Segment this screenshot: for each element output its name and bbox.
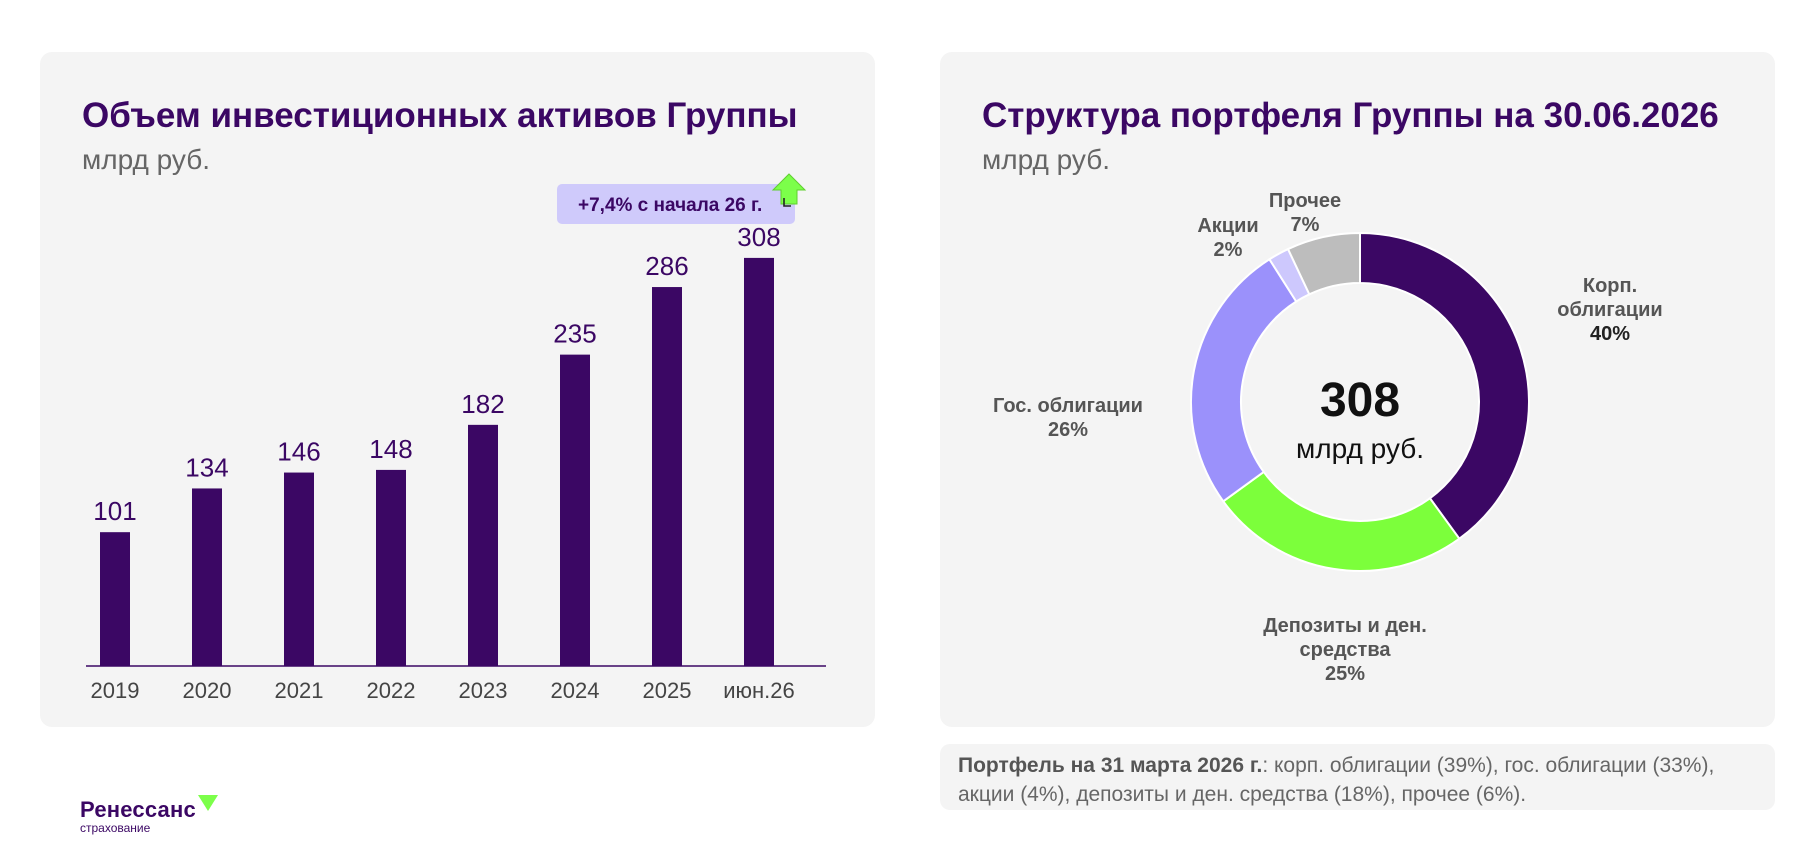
- x-tick-label: 2019: [91, 678, 140, 703]
- slice-label: Прочее 7%: [1269, 190, 1341, 236]
- bar-июн.26: [744, 257, 774, 666]
- x-tick-label: 2024: [551, 678, 600, 703]
- bar-value-label: 146: [277, 437, 320, 467]
- company-logo: Ренессанс страхование: [80, 795, 218, 835]
- slice-label: Гос. облигации 26%: [993, 395, 1143, 441]
- up-arrow-icon: [771, 173, 807, 205]
- bar-chart: 101 2019 134 2020 146 2021 148 2022 182 2023 235 20…: [86, 173, 826, 703]
- logo-word: Ренессанс: [80, 797, 196, 822]
- bar-2023: [468, 424, 498, 666]
- donut-center-value: 308: [1320, 374, 1400, 427]
- bar-value-label: 148: [369, 434, 412, 464]
- bar-2021: [284, 472, 314, 666]
- x-tick-label: 2021: [275, 678, 324, 703]
- donut-slice-0: [1359, 231, 1530, 541]
- note-bold: Портфель на 31 марта 2026 г.: [958, 754, 1263, 777]
- slice-label: Депозиты и ден. средства 25%: [1263, 615, 1427, 685]
- donut-chart-subtitle: млрд руб.: [982, 144, 1111, 175]
- bar-value-label: 286: [645, 251, 688, 281]
- investment-assets-card: Объем инвестиционных активов Группы млрд…: [40, 52, 875, 727]
- x-tick-label: июн.26: [723, 678, 795, 703]
- up-arrow-cursor-icon: [783, 198, 791, 207]
- donut-slice-2: [1190, 257, 1298, 503]
- x-tick-label: 2023: [459, 678, 508, 703]
- slice-label: Корп. облигации 40%: [1557, 275, 1662, 345]
- bar-value-label: 101: [93, 496, 136, 526]
- slice-label: Акции 2%: [1197, 215, 1258, 261]
- logo-subtitle: страхование: [80, 821, 151, 835]
- bar-chart-title: Объем инвестиционных активов Группы: [82, 96, 798, 135]
- donut-chart: Корп. облигации 40% Депозиты и ден. средства…: [993, 190, 1663, 685]
- bar-2019: [100, 532, 130, 666]
- bar-value-label: 235: [553, 319, 596, 349]
- bar-chart-subtitle: млрд руб.: [82, 144, 211, 175]
- portfolio-march-note: Портфель на 31 марта 2026 г.: корп. обли…: [940, 744, 1775, 810]
- donut-center-unit: млрд руб.: [1296, 433, 1424, 464]
- bar-value-label: 134: [185, 452, 228, 482]
- growth-badge-text: +7,4% с начала 26 г.: [578, 195, 762, 216]
- bar-value-label: 308: [737, 222, 780, 252]
- bar-value-label: 182: [461, 389, 504, 419]
- donut-chart-title: Структура портфеля Группы на 30.06.2026: [982, 96, 1719, 135]
- growth-badge: [557, 184, 795, 224]
- donut-slice-4: [1286, 231, 1361, 296]
- x-tick-label: 2020: [183, 678, 232, 703]
- bar-2022: [376, 469, 406, 666]
- bar-2020: [192, 488, 222, 666]
- bar-2024: [560, 354, 590, 666]
- logo-triangle-icon: [197, 795, 218, 811]
- donut-slice-1: [1221, 470, 1461, 572]
- x-tick-label: 2025: [643, 678, 692, 703]
- portfolio-structure-card: Структура портфеля Группы на 30.06.2026 …: [940, 52, 1775, 727]
- note-text: : корп. облигации (39%), гос. облигации …: [958, 754, 1715, 806]
- bar-2025: [652, 287, 682, 666]
- x-tick-label: 2022: [367, 678, 416, 703]
